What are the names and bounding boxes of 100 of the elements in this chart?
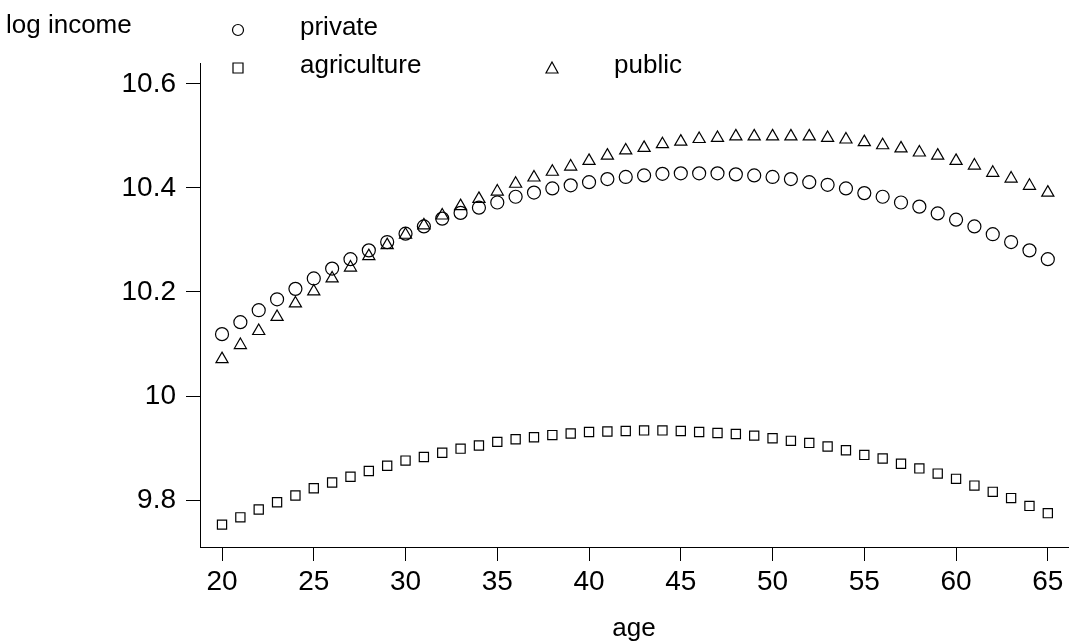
point — [435, 211, 450, 226]
point — [453, 205, 468, 220]
point — [730, 428, 742, 440]
point — [1004, 234, 1019, 250]
point — [839, 131, 853, 144]
point — [820, 130, 835, 143]
point — [251, 303, 266, 318]
point — [912, 144, 927, 157]
point — [361, 243, 376, 258]
x-tick-label: 45 — [665, 564, 697, 596]
point — [618, 169, 633, 185]
point — [638, 425, 650, 436]
point — [969, 480, 980, 491]
point — [838, 181, 854, 196]
point — [490, 183, 504, 196]
point — [563, 178, 578, 193]
y-tick-label: 9.8 — [137, 482, 176, 514]
point — [545, 181, 560, 196]
point — [655, 166, 670, 181]
point — [749, 430, 760, 441]
point — [767, 433, 778, 444]
point — [985, 227, 1000, 242]
point — [362, 248, 376, 261]
point — [692, 131, 706, 144]
x-tick-label: 35 — [481, 564, 513, 596]
x-tick-label: 60 — [940, 564, 972, 596]
point — [784, 128, 798, 141]
point — [455, 443, 466, 454]
point — [893, 195, 909, 210]
point — [326, 477, 338, 488]
point — [728, 167, 743, 182]
point — [1042, 507, 1054, 519]
point — [417, 217, 431, 230]
x-tick-label: 55 — [848, 564, 880, 596]
point — [545, 164, 559, 176]
point — [931, 148, 945, 160]
point — [565, 428, 576, 439]
point — [214, 327, 230, 342]
point — [290, 490, 301, 501]
point — [1041, 184, 1055, 197]
point — [216, 519, 228, 530]
point — [400, 455, 411, 466]
point — [510, 434, 521, 445]
point — [416, 219, 431, 234]
point — [253, 504, 264, 515]
point — [619, 142, 633, 155]
point — [381, 460, 393, 472]
point — [802, 175, 817, 190]
point — [877, 453, 888, 464]
point — [930, 206, 945, 221]
point — [840, 445, 852, 456]
point — [345, 471, 356, 482]
point — [306, 271, 321, 286]
point — [1022, 243, 1037, 258]
point — [508, 189, 523, 204]
point — [636, 168, 652, 183]
point — [783, 171, 798, 187]
point — [1040, 252, 1055, 267]
point — [600, 148, 615, 160]
point — [802, 128, 816, 141]
point — [235, 512, 246, 523]
point — [895, 458, 907, 469]
point — [804, 437, 815, 449]
point — [252, 323, 266, 336]
point — [602, 426, 613, 437]
point — [987, 486, 998, 498]
point — [325, 261, 340, 276]
point — [343, 259, 358, 272]
point — [673, 166, 688, 181]
point — [620, 425, 631, 437]
point — [308, 483, 319, 494]
point — [765, 128, 780, 141]
point — [875, 137, 890, 150]
point — [710, 166, 725, 181]
point — [710, 130, 725, 143]
point — [437, 447, 448, 458]
point — [655, 136, 670, 149]
point — [912, 199, 927, 214]
point — [657, 425, 668, 436]
x-tick-label: 50 — [756, 564, 789, 596]
point — [271, 497, 283, 508]
x-tick-label: 65 — [1032, 564, 1064, 596]
point — [528, 431, 540, 443]
legend-label: agriculture — [300, 49, 422, 80]
point — [526, 185, 542, 200]
point — [233, 337, 248, 350]
point — [949, 153, 963, 165]
point — [471, 200, 487, 215]
x-tick-label: 20 — [206, 564, 238, 596]
point — [270, 309, 284, 322]
point — [986, 165, 1000, 177]
point — [269, 292, 285, 307]
point — [859, 449, 870, 461]
point — [894, 140, 908, 153]
point — [233, 315, 248, 330]
point — [288, 295, 303, 308]
point — [418, 451, 430, 463]
x-axis-title: age — [612, 611, 656, 642]
point — [693, 426, 705, 438]
y-axis-title: log income — [6, 9, 132, 40]
